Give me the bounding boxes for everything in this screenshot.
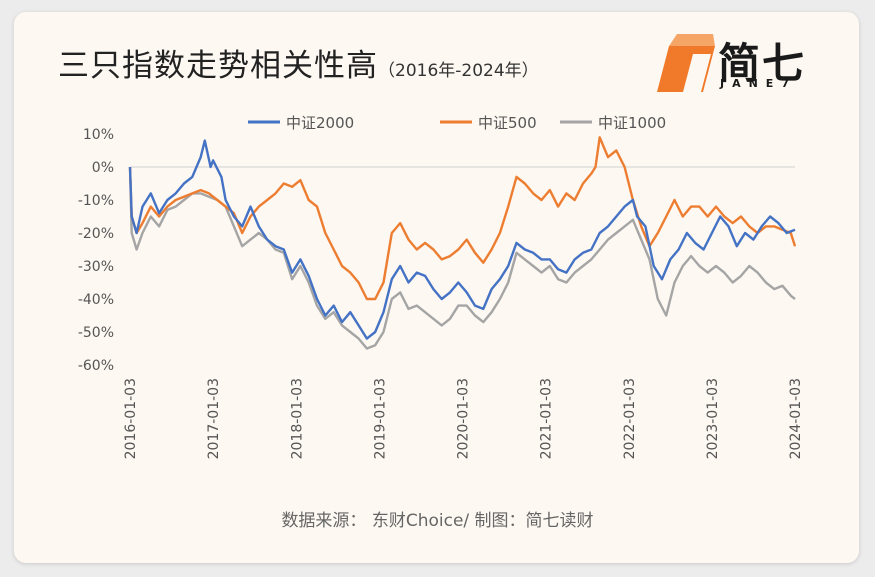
brand-logo-subtext: JANE7: [720, 77, 797, 90]
x-tick-label: 2016-01-03: [123, 378, 139, 459]
x-tick-label: 2017-01-03: [206, 378, 222, 459]
brand-logo-text: 简七: [718, 39, 807, 88]
chart-title-text: 三只指数走势相关性高: [58, 48, 378, 84]
x-tick-label: 2019-01-03: [372, 378, 388, 459]
x-tick-label: 2023-01-03: [705, 378, 721, 459]
y-tick-label: 10%: [83, 127, 114, 143]
series-lines: [128, 136, 797, 350]
logo-shape-cut: [683, 54, 711, 92]
chart-card: [14, 12, 859, 563]
series-line-中证2000: [128, 139, 796, 340]
brand-logo-icon: [657, 34, 715, 92]
y-tick-label: -40%: [78, 292, 114, 308]
chart-subtitle: （2016年-2024年）: [378, 61, 539, 81]
y-tick-label: -10%: [78, 193, 114, 209]
legend-label: 中证500: [478, 114, 537, 132]
y-tick-label: -60%: [78, 358, 114, 374]
chart-title: 三只指数走势相关性高（2016年-2024年）: [58, 40, 539, 85]
y-tick-label: 0%: [92, 160, 114, 176]
y-axis: 10% 0% -10% -20% -30% -40% -50% -60%: [78, 127, 795, 374]
logo-shape-top: [669, 34, 715, 46]
x-tick-label: 2020-01-03: [456, 378, 472, 459]
x-tick-label: 2024-01-03: [788, 378, 804, 459]
y-tick-label: -30%: [78, 259, 114, 275]
y-tick-label: -20%: [78, 226, 114, 242]
x-tick-label: 2021-01-03: [539, 378, 555, 459]
legend-label: 中证2000: [286, 114, 354, 132]
x-tick-label: 2022-01-03: [622, 378, 638, 459]
legend-label: 中证1000: [598, 114, 666, 132]
data-source-note: 数据来源： 东财Choice/ 制图：简七读财: [281, 511, 594, 531]
x-axis: 2016-01-03 2017-01-03 2018-01-03 2019-01-03…: [123, 378, 804, 459]
y-tick-label: -50%: [78, 325, 114, 341]
chart-legend: 中证2000 中证500 中证1000: [248, 114, 666, 132]
series-line-中证1000: [128, 166, 796, 350]
x-tick-label: 2018-01-03: [289, 378, 305, 459]
